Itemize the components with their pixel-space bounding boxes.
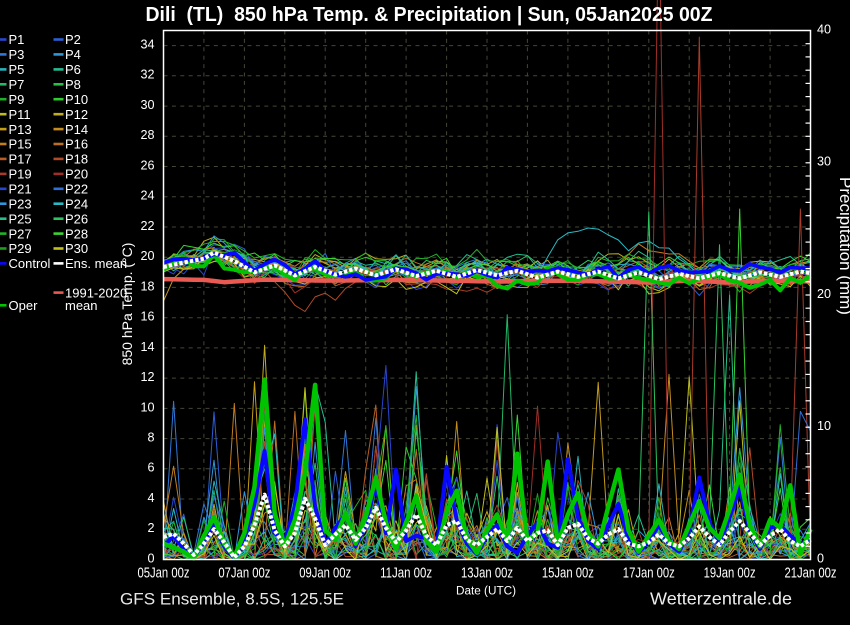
svg-text:850 hPa Temp. (°C): 850 hPa Temp. (°C) bbox=[119, 243, 135, 366]
svg-text:P20: P20 bbox=[65, 167, 88, 182]
svg-text:P4: P4 bbox=[65, 47, 81, 62]
svg-text:2: 2 bbox=[147, 521, 154, 535]
svg-text:20: 20 bbox=[817, 287, 831, 301]
svg-text:P27: P27 bbox=[9, 226, 32, 241]
svg-text:P26: P26 bbox=[65, 211, 88, 226]
svg-text:P28: P28 bbox=[65, 226, 88, 241]
svg-text:0: 0 bbox=[817, 551, 824, 565]
svg-text:GFS Ensemble, 8.5S, 125.5E: GFS Ensemble, 8.5S, 125.5E bbox=[120, 591, 344, 609]
svg-text:P30: P30 bbox=[65, 241, 88, 256]
svg-text:26: 26 bbox=[140, 158, 154, 172]
svg-text:P19: P19 bbox=[9, 167, 32, 182]
svg-text:05Jan 00z: 05Jan 00z bbox=[138, 565, 190, 582]
svg-text:4: 4 bbox=[147, 491, 154, 505]
svg-text:21Jan 00z: 21Jan 00z bbox=[785, 565, 837, 582]
svg-text:P6: P6 bbox=[65, 62, 81, 77]
svg-text:11Jan 00z: 11Jan 00z bbox=[380, 565, 432, 582]
svg-text:P21: P21 bbox=[9, 182, 32, 197]
svg-text:12: 12 bbox=[140, 370, 154, 384]
svg-text:Precipitation (mm): Precipitation (mm) bbox=[836, 177, 850, 315]
svg-text:Control: Control bbox=[9, 256, 51, 271]
svg-text:P1: P1 bbox=[9, 32, 25, 47]
svg-text:13Jan 00z: 13Jan 00z bbox=[461, 565, 513, 582]
svg-text:P16: P16 bbox=[65, 137, 88, 152]
svg-text:P2: P2 bbox=[65, 32, 81, 47]
svg-text:P9: P9 bbox=[9, 92, 25, 107]
svg-text:P10: P10 bbox=[65, 92, 88, 107]
svg-text:Ens. mean: Ens. mean bbox=[65, 256, 127, 271]
svg-text:30: 30 bbox=[817, 155, 831, 169]
svg-text:40: 40 bbox=[817, 22, 831, 36]
svg-text:P29: P29 bbox=[9, 241, 32, 256]
svg-text:1991-2020: 1991-2020 bbox=[65, 285, 127, 300]
svg-text:09Jan 00z: 09Jan 00z bbox=[299, 565, 351, 582]
svg-text:28: 28 bbox=[140, 128, 154, 142]
svg-text:16: 16 bbox=[140, 310, 154, 324]
svg-text:24: 24 bbox=[140, 189, 154, 203]
svg-text:20: 20 bbox=[140, 249, 154, 263]
svg-text:14: 14 bbox=[140, 340, 154, 354]
svg-text:Oper: Oper bbox=[9, 298, 39, 313]
svg-text:P7: P7 bbox=[9, 77, 25, 92]
svg-text:P8: P8 bbox=[65, 77, 81, 92]
svg-text:Date (UTC): Date (UTC) bbox=[456, 586, 516, 598]
svg-text:32: 32 bbox=[140, 68, 154, 82]
svg-text:P24: P24 bbox=[65, 196, 88, 211]
svg-text:15Jan 00z: 15Jan 00z bbox=[542, 565, 594, 582]
svg-text:Dili (TL) 850 hPa Temp. & Pr: Dili (TL) 850 hPa Temp. & Precipitation … bbox=[146, 3, 713, 26]
svg-text:30: 30 bbox=[140, 98, 154, 112]
svg-text:0: 0 bbox=[147, 551, 154, 565]
svg-text:P18: P18 bbox=[65, 152, 88, 167]
svg-text:P22: P22 bbox=[65, 182, 88, 197]
svg-text:P14: P14 bbox=[65, 122, 88, 137]
svg-text:P17: P17 bbox=[9, 152, 32, 167]
svg-text:P3: P3 bbox=[9, 47, 25, 62]
svg-text:P15: P15 bbox=[9, 137, 32, 152]
svg-text:34: 34 bbox=[140, 38, 154, 52]
svg-text:P13: P13 bbox=[9, 122, 32, 137]
svg-text:P12: P12 bbox=[65, 107, 88, 122]
svg-text:19Jan 00z: 19Jan 00z bbox=[704, 565, 756, 582]
svg-text:22: 22 bbox=[140, 219, 154, 233]
svg-text:P5: P5 bbox=[9, 62, 25, 77]
svg-text:07Jan 00z: 07Jan 00z bbox=[218, 565, 270, 582]
svg-text:Wetterzentrale.de: Wetterzentrale.de bbox=[650, 589, 792, 609]
svg-text:P25: P25 bbox=[9, 211, 32, 226]
svg-text:mean: mean bbox=[65, 298, 98, 313]
svg-text:10: 10 bbox=[140, 400, 154, 414]
svg-text:18: 18 bbox=[140, 279, 154, 293]
svg-text:8: 8 bbox=[147, 431, 154, 445]
svg-text:P11: P11 bbox=[9, 107, 31, 122]
svg-text:P23: P23 bbox=[9, 196, 32, 211]
svg-text:10: 10 bbox=[817, 419, 831, 433]
svg-text:6: 6 bbox=[147, 461, 154, 475]
svg-text:17Jan 00z: 17Jan 00z bbox=[623, 565, 675, 582]
